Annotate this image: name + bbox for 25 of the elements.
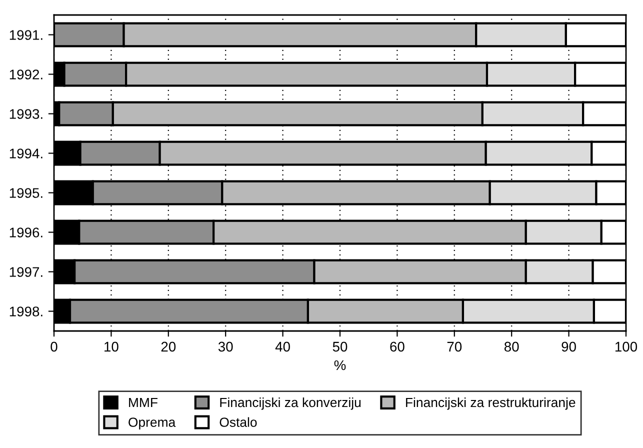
x-tick-label: 80 [504, 342, 519, 352]
x-tick-label: 60 [390, 342, 404, 352]
y-tick-label: 1993. [10, 109, 42, 119]
y-tick-label: 1991. [10, 30, 42, 40]
y-tick-label: 1994. [10, 148, 42, 158]
x-tick-label: 30 [218, 342, 233, 352]
x-tick-label: 50 [332, 342, 348, 352]
x-tick-label: 40 [275, 342, 290, 352]
y-tick-label: 1997. [10, 267, 42, 277]
x-tick-label: 20 [161, 342, 176, 352]
x-tick-label: 100 [615, 342, 638, 352]
x-tick-label: 90 [562, 342, 576, 352]
legend-label: Oprema [128, 418, 176, 430]
legend-label: Ostalo [220, 417, 257, 427]
y-tick-label: 1996. [10, 228, 42, 238]
x-tick-label: 10 [104, 342, 118, 352]
legend-label: Financijski za konverziju [220, 397, 361, 410]
legend-label: Financijski za restrukturiranje [406, 397, 576, 410]
x-tick-label: 70 [447, 342, 462, 352]
legend-label: MMF [129, 398, 158, 408]
y-tick-label: 1995. [10, 188, 42, 198]
y-tick-label: 1992. [10, 70, 42, 80]
y-tick-label: 1998. [10, 306, 42, 316]
x-tick-label: 0 [50, 342, 58, 352]
x-axis-title: % [334, 360, 346, 370]
